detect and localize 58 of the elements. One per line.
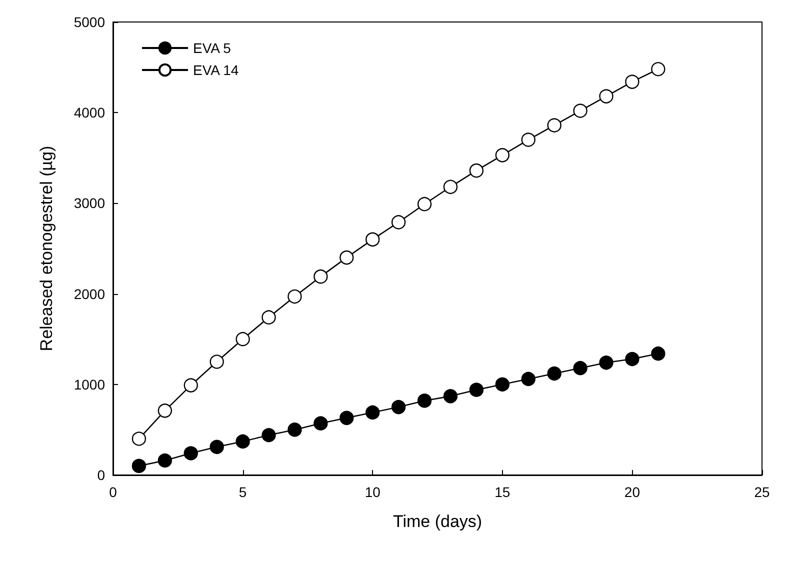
point xyxy=(184,446,198,460)
point xyxy=(495,148,510,162)
x-tick-label: 5 xyxy=(238,484,247,500)
point xyxy=(262,310,276,324)
point xyxy=(366,232,380,247)
point xyxy=(314,269,328,284)
point xyxy=(651,62,666,76)
x-tick-label: 25 xyxy=(754,484,770,500)
point xyxy=(288,289,302,304)
point xyxy=(547,118,562,132)
point xyxy=(469,163,484,178)
legend-label: EVA 14 xyxy=(193,62,239,78)
y-tick-label: 1000 xyxy=(74,376,106,392)
x-tick-label: 0 xyxy=(109,484,118,500)
point xyxy=(443,180,458,194)
point xyxy=(288,422,302,437)
y-tick-label: 4000 xyxy=(74,104,106,121)
point xyxy=(184,378,198,392)
point xyxy=(132,432,146,446)
point xyxy=(158,404,172,418)
legend-label: EVA 5 xyxy=(193,40,232,56)
point xyxy=(314,416,328,430)
point xyxy=(417,394,432,408)
point xyxy=(599,356,614,370)
point xyxy=(521,132,536,147)
point xyxy=(469,382,484,397)
point xyxy=(366,405,380,420)
point xyxy=(236,434,250,449)
y-tick-label: 5000 xyxy=(74,14,106,30)
point xyxy=(210,440,224,454)
point xyxy=(340,410,354,426)
point xyxy=(262,428,276,442)
point xyxy=(547,366,562,381)
point xyxy=(391,215,406,230)
point xyxy=(210,354,224,369)
point xyxy=(573,360,588,376)
y-tick-label: 0 xyxy=(97,467,106,483)
point xyxy=(625,352,640,366)
point xyxy=(651,346,666,361)
point xyxy=(417,197,432,212)
y-axis-title: Released etonogestrel (µg) xyxy=(37,146,56,352)
point xyxy=(521,372,536,386)
point xyxy=(443,389,458,404)
x-axis-title: Time (days) xyxy=(392,512,482,531)
point xyxy=(158,453,172,468)
y-tick-label: 2000 xyxy=(74,286,106,302)
point xyxy=(340,250,354,265)
x-tick-label: 20 xyxy=(624,484,640,500)
point xyxy=(236,332,250,346)
y-tick-label: 3000 xyxy=(74,195,106,212)
point xyxy=(599,89,614,104)
point xyxy=(391,400,406,414)
x-tick-label: 10 xyxy=(364,484,381,500)
x-tick-label: 15 xyxy=(494,484,510,500)
point xyxy=(132,458,146,474)
point xyxy=(495,377,510,392)
point xyxy=(625,74,640,89)
point xyxy=(573,104,588,118)
